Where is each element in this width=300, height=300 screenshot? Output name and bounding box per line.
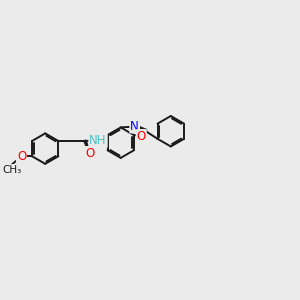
Text: O: O: [17, 150, 26, 163]
Text: O: O: [136, 130, 146, 143]
Text: O: O: [85, 147, 94, 160]
Text: N: N: [130, 119, 139, 133]
Text: CH₃: CH₃: [2, 164, 21, 175]
Text: NH: NH: [89, 134, 107, 147]
